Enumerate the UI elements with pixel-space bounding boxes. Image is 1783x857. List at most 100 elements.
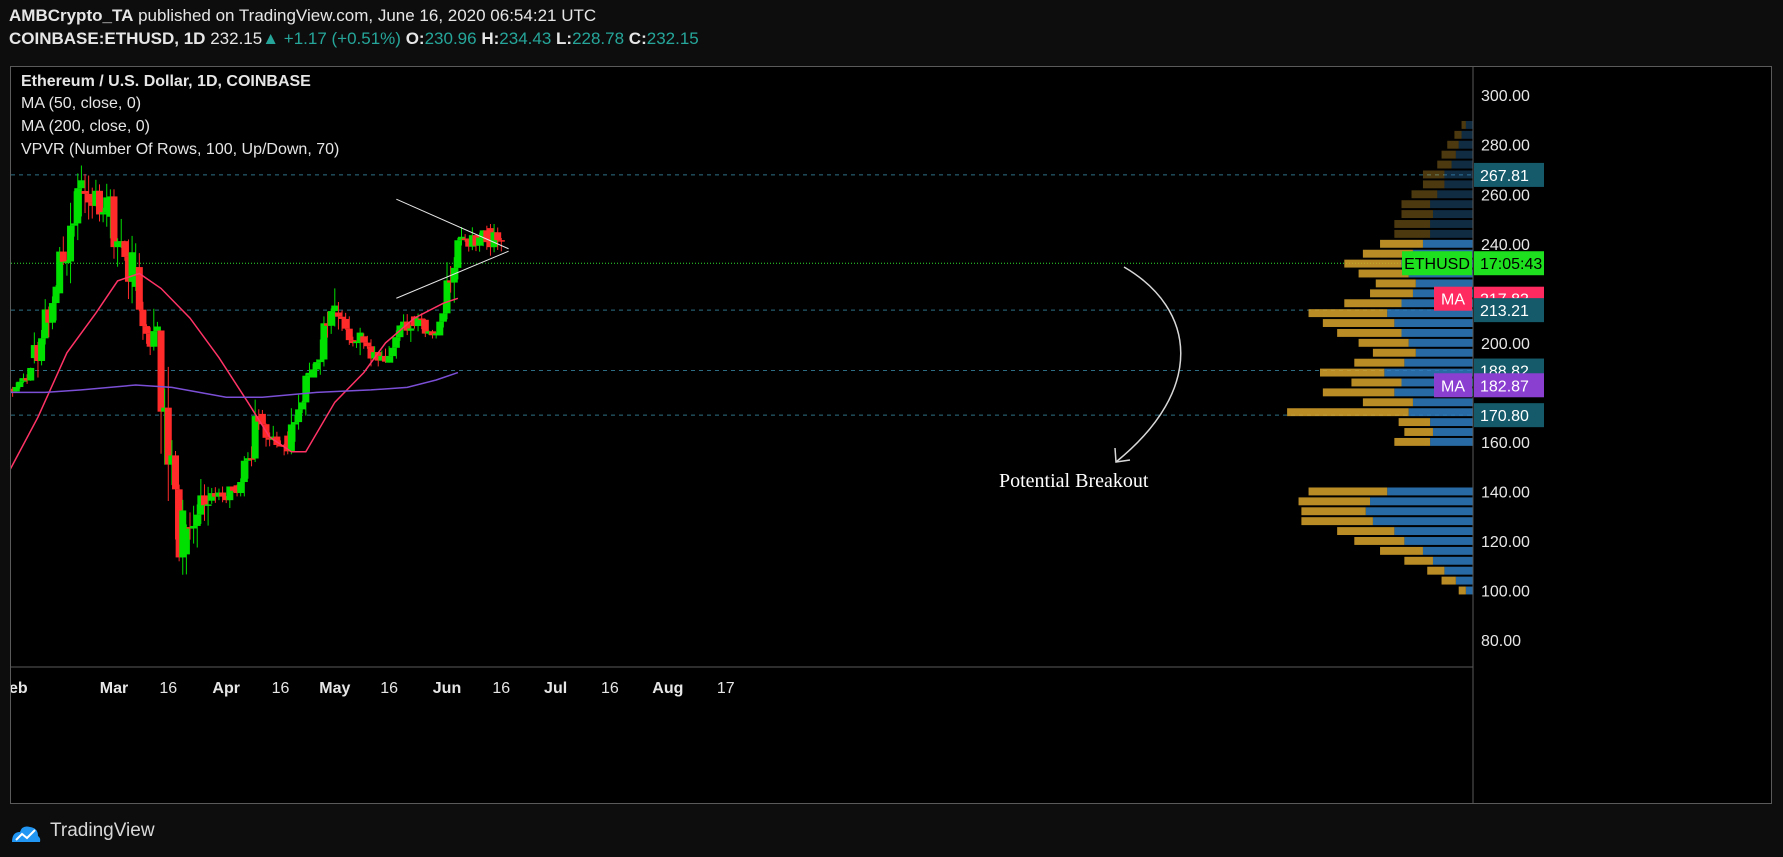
vpvr-down-bar xyxy=(1362,249,1413,258)
time-tick-label: 17 xyxy=(717,680,735,697)
time-tick-label: Apr xyxy=(212,680,240,697)
price-tick-label: 300.00 xyxy=(1481,88,1530,105)
price-chart[interactable]: Potential Breakout 300.00 280.00 260.00 240… xyxy=(5,67,1771,803)
candle-body xyxy=(27,367,35,381)
candle-body xyxy=(41,309,49,339)
candle-body xyxy=(461,238,469,240)
candle-body xyxy=(38,338,46,362)
vpvr-up-bar xyxy=(1387,309,1473,318)
vpvr-up-bar xyxy=(1408,338,1473,347)
vpvr-up-bar xyxy=(1394,388,1473,397)
high-label: H: xyxy=(481,29,500,48)
vpvr-down-bar xyxy=(1358,338,1409,347)
last-price: 232.15 xyxy=(210,29,263,48)
vpvr-up-bar xyxy=(1465,120,1473,129)
candle-body xyxy=(258,413,266,425)
vpvr-down-bar xyxy=(1322,388,1395,397)
candle-body xyxy=(349,340,357,344)
vpvr-down-bar xyxy=(1308,309,1388,318)
time-tick-label: Jul xyxy=(544,680,567,697)
price-tag-label: ETHUSD xyxy=(1404,256,1470,273)
candle-body xyxy=(389,347,397,357)
candle-body xyxy=(432,333,440,336)
candle-body xyxy=(179,510,187,558)
brand-name[interactable]: TradingView xyxy=(50,820,155,841)
vpvr-up-bar xyxy=(1444,180,1473,189)
price-axis[interactable]: 300.00 280.00 260.00 240.00 200.00 160.00 140.… xyxy=(1481,88,1530,650)
candle-body xyxy=(211,493,219,497)
candle-body xyxy=(450,267,458,283)
candle-body xyxy=(367,346,375,359)
breakout-arrow-curve[interactable] xyxy=(1115,266,1182,463)
candle-body xyxy=(381,355,389,362)
vpvr-up-bar xyxy=(1430,418,1473,427)
vpvr-up-bar xyxy=(1394,319,1473,327)
candle-body xyxy=(99,212,107,215)
vpvr-down-bar xyxy=(1401,210,1433,219)
candle-body xyxy=(342,318,350,329)
price-tick-label: 80.00 xyxy=(1481,633,1521,650)
publisher-name[interactable]: AMBCrypto_TA xyxy=(9,6,134,25)
price-tick-label: 140.00 xyxy=(1481,484,1530,501)
vpvr-down-bar xyxy=(1394,229,1431,238)
vpvr-down-bar xyxy=(1362,398,1413,407)
candle-body xyxy=(353,341,361,344)
candle-body xyxy=(305,372,313,376)
candle-body xyxy=(164,407,172,465)
candle-body xyxy=(222,496,230,501)
tradingview-logo-icon[interactable] xyxy=(10,822,42,846)
legend-ma200: MA (200, close, 0) xyxy=(21,118,150,135)
vpvr-down-bar xyxy=(1308,487,1388,496)
vpvr-up-bar xyxy=(1365,507,1473,516)
candle-body xyxy=(23,378,31,381)
candle-body xyxy=(153,326,161,332)
candle-body xyxy=(443,280,451,314)
vpvr-up-bar xyxy=(1372,517,1473,526)
candle-body xyxy=(182,527,190,555)
price-tag-box xyxy=(1474,298,1544,323)
triangle-lower-line xyxy=(396,250,509,299)
vpvr-up-bar xyxy=(1432,428,1473,436)
vpvr-down-bar xyxy=(1437,160,1452,169)
vpvr-up-bar xyxy=(1401,328,1473,337)
price-tag-label: MA xyxy=(1441,292,1465,309)
candle-body xyxy=(139,309,147,327)
vpvr-up-bar xyxy=(1444,170,1473,179)
vpvr-down-bar xyxy=(1344,259,1402,268)
ma50-line xyxy=(8,272,459,472)
candle-body xyxy=(92,190,100,206)
candle-body xyxy=(295,409,303,423)
candle-body xyxy=(248,458,256,460)
candle-body xyxy=(486,228,494,248)
vpvr-up-bar xyxy=(1430,200,1473,209)
vpvr-down-bar xyxy=(1441,150,1456,159)
candle-body xyxy=(273,436,281,445)
vpvr-down-bar xyxy=(1422,180,1445,189)
vpvr-up-bar xyxy=(1432,556,1473,565)
candle-body xyxy=(338,316,346,319)
price-tick-label: 240.00 xyxy=(1481,237,1530,254)
vpvr-up-bar xyxy=(1415,348,1473,357)
candle-body xyxy=(407,328,415,331)
price-tag-box xyxy=(1474,403,1544,428)
candle-body xyxy=(298,402,306,410)
symmetrical-triangle[interactable] xyxy=(396,198,509,299)
candle-body xyxy=(67,225,75,262)
time-axis[interactable]: eb Mar 16 Apr 16 May 16 Jun 16 Jul 16 Aug 17 xyxy=(9,680,735,697)
vpvr-up-bar xyxy=(1432,210,1473,219)
chart-frame[interactable]: Potential Breakout 300.00 280.00 260.00 240… xyxy=(5,66,1772,804)
vpvr-down-bar xyxy=(1404,428,1433,436)
vpvr-down-bar xyxy=(1354,537,1405,545)
vpvr-down-bar xyxy=(1322,319,1395,327)
vpvr-up-bar xyxy=(1437,190,1473,199)
vpvr-down-bar xyxy=(1301,507,1366,516)
time-tick-label: 16 xyxy=(601,680,619,697)
breakout-annotation[interactable]: Potential Breakout xyxy=(999,470,1149,492)
candle-body xyxy=(497,240,505,242)
candle-body xyxy=(403,321,411,331)
vpvr-down-bar xyxy=(1458,586,1466,595)
candle-body xyxy=(356,332,364,342)
price-tick-label: 120.00 xyxy=(1481,534,1530,551)
candle-body xyxy=(418,318,426,320)
candle-body xyxy=(313,362,321,370)
